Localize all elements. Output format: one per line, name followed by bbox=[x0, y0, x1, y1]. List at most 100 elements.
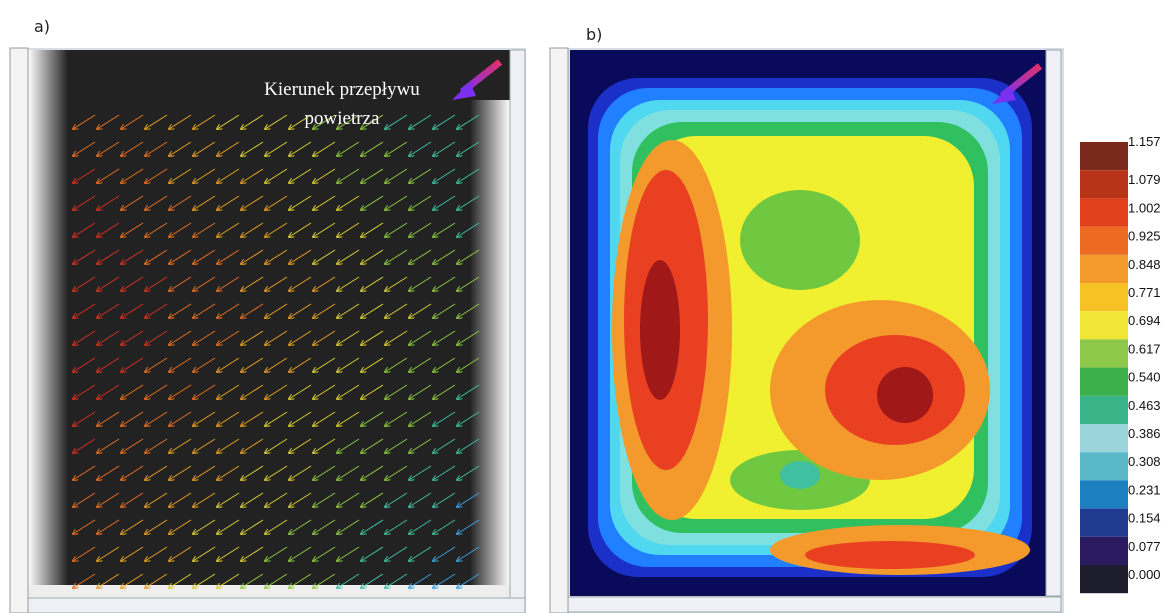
scrollbar[interactable] bbox=[567, 596, 1062, 613]
vector bbox=[97, 141, 120, 156]
vector bbox=[73, 438, 96, 453]
vector bbox=[385, 492, 408, 507]
colorbar-label: 0.925 bbox=[1128, 229, 1161, 244]
colorbar-label: 0.154 bbox=[1128, 511, 1161, 526]
vector bbox=[193, 330, 216, 345]
colorbar-swatch bbox=[1080, 283, 1128, 312]
vector bbox=[457, 546, 480, 561]
vector bbox=[121, 438, 144, 453]
vector bbox=[193, 384, 216, 399]
colorbar-swatch bbox=[1080, 565, 1128, 594]
vector bbox=[385, 276, 408, 291]
vector bbox=[265, 546, 288, 561]
vector bbox=[385, 330, 408, 345]
ruler bbox=[9, 47, 29, 613]
vector bbox=[337, 303, 360, 318]
vector bbox=[241, 519, 264, 534]
vector bbox=[361, 573, 384, 588]
vector bbox=[289, 546, 312, 561]
vector bbox=[433, 222, 456, 237]
vector bbox=[313, 384, 336, 399]
vector bbox=[385, 519, 408, 534]
vector bbox=[313, 546, 336, 561]
vector bbox=[433, 168, 456, 183]
vector bbox=[457, 384, 480, 399]
vector bbox=[241, 357, 264, 372]
vector bbox=[409, 573, 432, 588]
vector bbox=[457, 519, 480, 534]
vector bbox=[313, 222, 336, 237]
scrollbar[interactable] bbox=[509, 49, 526, 599]
vector bbox=[145, 384, 168, 399]
vector bbox=[73, 330, 96, 345]
vector bbox=[457, 573, 480, 588]
vector bbox=[97, 249, 120, 264]
panel-label: a) bbox=[34, 17, 50, 36]
vector bbox=[145, 168, 168, 183]
vector bbox=[385, 114, 408, 129]
vector bbox=[409, 330, 432, 345]
vector bbox=[337, 465, 360, 480]
vector bbox=[289, 222, 312, 237]
colorbar-swatch bbox=[1080, 198, 1128, 227]
vector bbox=[73, 492, 96, 507]
contour-band bbox=[740, 190, 860, 290]
vector bbox=[289, 573, 312, 588]
vector bbox=[145, 303, 168, 318]
vector bbox=[169, 330, 192, 345]
vector bbox=[97, 519, 120, 534]
scrollbar[interactable] bbox=[27, 597, 526, 613]
vector bbox=[409, 168, 432, 183]
colorbar-swatch bbox=[1080, 142, 1128, 171]
vector bbox=[145, 519, 168, 534]
colorbar-label: 1.157 bbox=[1128, 134, 1161, 149]
colorbar-swatch bbox=[1080, 395, 1128, 424]
vector bbox=[433, 384, 456, 399]
vector bbox=[313, 195, 336, 210]
vector bbox=[193, 195, 216, 210]
vector bbox=[241, 195, 264, 210]
vector bbox=[73, 411, 96, 426]
vector bbox=[361, 276, 384, 291]
vector bbox=[121, 573, 144, 588]
vector bbox=[433, 195, 456, 210]
vector bbox=[409, 384, 432, 399]
vector bbox=[433, 141, 456, 156]
vector bbox=[409, 546, 432, 561]
vector bbox=[121, 357, 144, 372]
vector bbox=[169, 411, 192, 426]
colorbar-swatch bbox=[1080, 170, 1128, 199]
vector bbox=[73, 249, 96, 264]
vector bbox=[457, 330, 480, 345]
vector bbox=[97, 168, 120, 183]
vector bbox=[289, 438, 312, 453]
vector bbox=[361, 114, 384, 129]
vector bbox=[73, 519, 96, 534]
vector bbox=[409, 357, 432, 372]
vector bbox=[121, 330, 144, 345]
scrollbar[interactable] bbox=[1045, 49, 1062, 597]
vector bbox=[241, 276, 264, 291]
vector bbox=[409, 222, 432, 237]
vector bbox=[193, 168, 216, 183]
vector bbox=[337, 168, 360, 183]
annotation: powietrza bbox=[305, 108, 380, 129]
vector bbox=[241, 168, 264, 183]
glare bbox=[28, 50, 68, 598]
colorbar-swatch bbox=[1080, 508, 1128, 537]
vector bbox=[241, 573, 264, 588]
vector bbox=[73, 114, 96, 129]
vector bbox=[457, 276, 480, 291]
vector bbox=[193, 465, 216, 480]
vector bbox=[361, 411, 384, 426]
vector bbox=[121, 492, 144, 507]
vector bbox=[433, 411, 456, 426]
vector bbox=[457, 249, 480, 264]
vector bbox=[457, 492, 480, 507]
vector bbox=[385, 384, 408, 399]
vector bbox=[289, 168, 312, 183]
vector bbox=[217, 195, 240, 210]
vector bbox=[289, 384, 312, 399]
vector bbox=[97, 492, 120, 507]
vector bbox=[145, 249, 168, 264]
